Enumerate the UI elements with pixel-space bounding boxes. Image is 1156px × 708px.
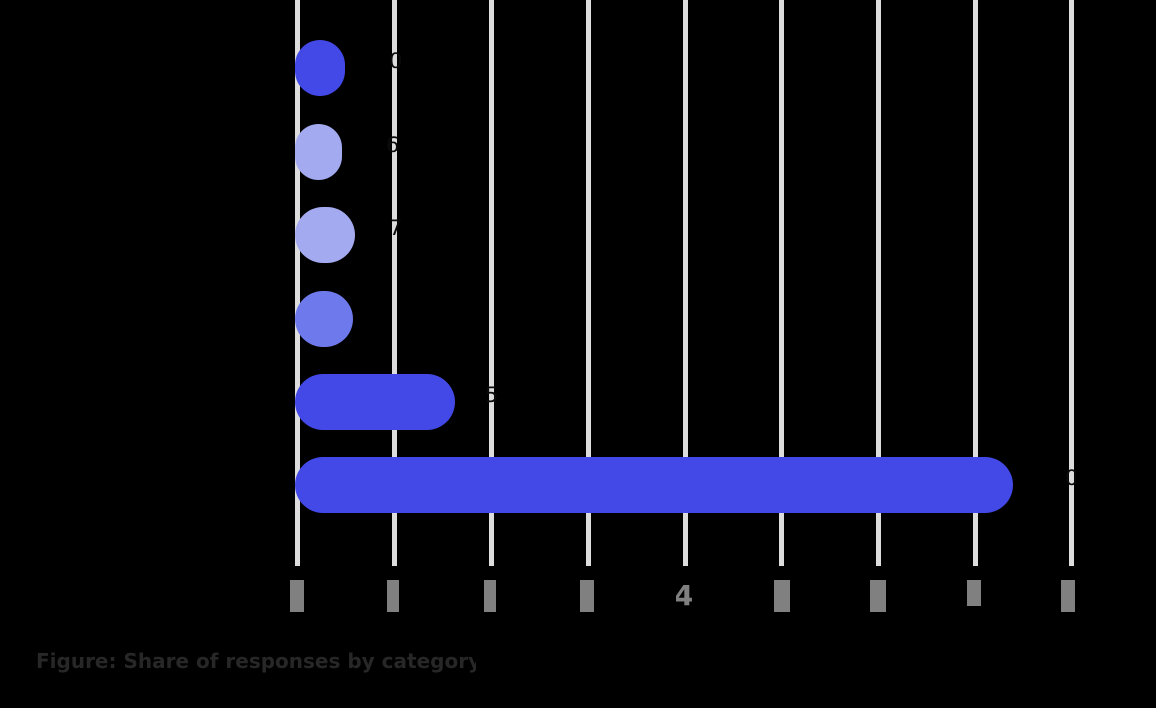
x-tick-label [290,580,304,612]
x-tick-label [484,580,496,612]
bar-value-label: 5 [485,384,497,406]
bar-value-label: 0 [1065,467,1076,489]
bar-row: 6 [0,112,1156,192]
x-tick-label [870,580,886,612]
bar[interactable] [295,207,355,263]
x-tick-label: 4 [676,580,692,612]
x-tick-label [774,580,790,612]
x-tick-label [580,580,594,612]
bar[interactable] [295,457,1013,513]
bar-value-label: 7 [389,217,401,239]
bar-value-label: 6 [386,134,398,156]
bar-row: 0 [0,28,1156,108]
bar[interactable] [295,124,342,180]
bar[interactable] [295,291,353,347]
bar[interactable] [295,374,455,430]
footer-caption: Figure: Share of responses by category [36,649,476,673]
bar-row: 5 [0,362,1156,442]
x-tick-label [967,580,981,606]
bar-row [0,279,1156,359]
bar-row: 0 [0,445,1156,525]
x-tick-text: 4 [676,580,692,612]
bar-value-label: 0 [389,50,401,72]
x-tick-label [387,580,399,612]
plot-area: 0 6 7 5 0 [0,28,1156,525]
bar-row: 7 [0,195,1156,275]
bar[interactable] [295,40,345,96]
x-tick-label [1061,580,1075,612]
x-axis: 4 [0,566,1156,626]
